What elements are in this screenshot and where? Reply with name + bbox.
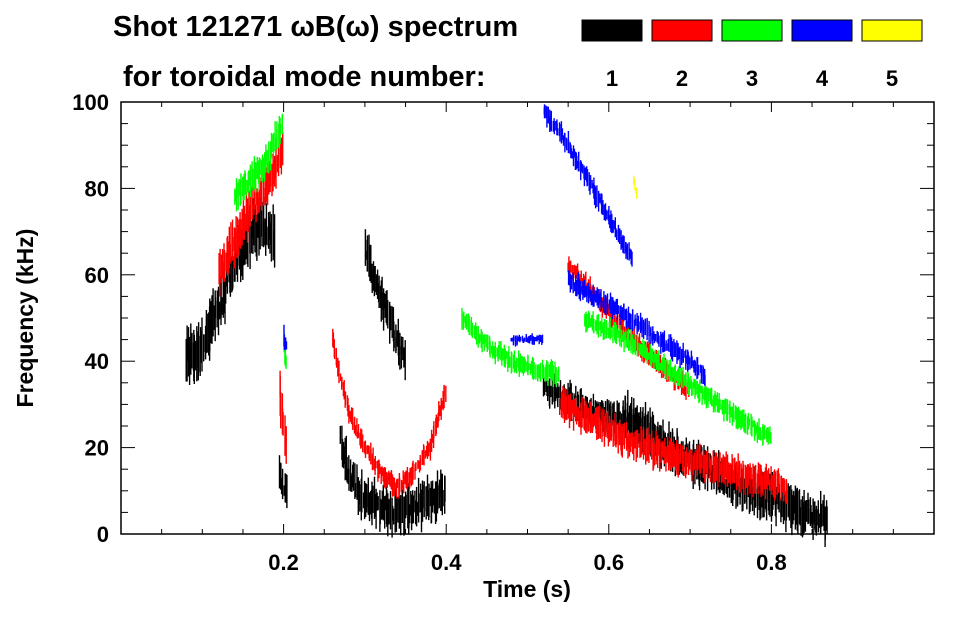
series-n2-burst-3: [332, 328, 447, 499]
legend-label-3: 3: [746, 66, 758, 91]
series-n4-burst-4: [510, 333, 544, 347]
series-n3-burst-3: [461, 308, 560, 388]
y-tick-label: 60: [85, 263, 109, 288]
y-tick-label: 20: [85, 436, 109, 461]
axis-ticks: 0.2 0.4 0.6 0.8 0 20 40 60 80 100: [72, 90, 934, 575]
y-axis-label: Frequency (kHz): [12, 229, 38, 408]
x-tick-label: 0.2: [268, 550, 299, 575]
series-n5: [633, 175, 638, 199]
series-n1-burst-5: [364, 229, 406, 381]
series-n4-burst-1: [543, 104, 633, 267]
legend-label-4: 4: [816, 66, 829, 91]
series-n4-burst-3: [283, 324, 288, 350]
series-n1-burst-1: [185, 275, 227, 385]
legend-swatch-1: [581, 19, 643, 42]
legend-label-1: 1: [606, 66, 618, 91]
legend-swatch-4: [791, 19, 853, 42]
series-n3: [234, 113, 772, 446]
series-n3-burst-4: [584, 310, 772, 446]
y-tick-label: 80: [85, 176, 109, 201]
legend: 1 2 3 4 5: [581, 19, 923, 91]
series-n4: [283, 104, 706, 387]
legend-swatch-3: [721, 19, 783, 42]
x-tick-label: 0.6: [594, 550, 625, 575]
series-n2-burst-4: [559, 385, 788, 504]
spectrum-marks: [185, 104, 828, 547]
series-n2-burst-2: [279, 370, 287, 464]
x-tick-label: 0.8: [756, 550, 787, 575]
legend-swatch-2: [651, 19, 713, 42]
series-n2-burst-1: [218, 132, 284, 297]
series-n1-burst-3: [278, 455, 288, 509]
series-n4-burst-2: [567, 270, 706, 387]
y-tick-label: 0: [97, 522, 109, 547]
series-n3-burst-1: [234, 113, 284, 212]
series-n5-burst-1: [633, 175, 638, 199]
y-tick-label: 40: [85, 349, 109, 374]
series-n1-burst-4: [339, 425, 446, 538]
x-tick-label: 0.4: [431, 550, 462, 575]
legend-label-5: 5: [886, 66, 898, 91]
y-tick-label: 100: [72, 90, 109, 115]
x-axis-label: Time (s): [483, 576, 571, 602]
legend-swatch-5: [861, 19, 923, 42]
chart-title-line2: for toroidal mode number:: [123, 61, 486, 93]
legend-label-2: 2: [676, 66, 688, 91]
chart-title-line1: Shot 121271 ωB(ω) spectrum: [113, 11, 518, 43]
